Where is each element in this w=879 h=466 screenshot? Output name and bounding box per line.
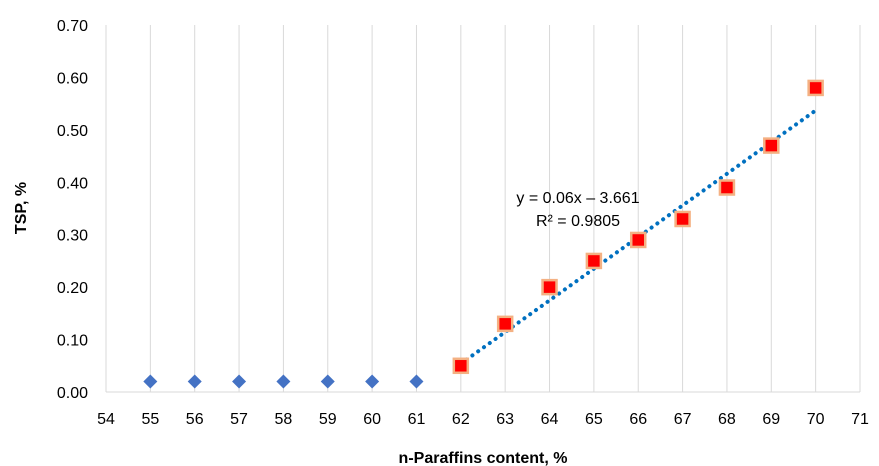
data-point-square xyxy=(718,179,736,196)
data-point-diamond xyxy=(232,374,247,389)
data-point-diamond xyxy=(143,374,158,389)
x-tick-label: 71 xyxy=(851,411,869,428)
grid-lines xyxy=(105,25,861,392)
trendline xyxy=(458,108,818,366)
x-tick-label: 68 xyxy=(718,411,736,428)
data-point-square xyxy=(807,79,824,97)
data-points xyxy=(143,79,824,389)
y-tick-label: 0.60 xyxy=(57,70,88,87)
y-tick-label: 0.10 xyxy=(57,333,88,350)
y-tick-label: 0.30 xyxy=(57,228,88,245)
y-tick-label: 0.20 xyxy=(57,280,88,297)
x-tick-label: 69 xyxy=(762,411,780,428)
x-tick-label: 56 xyxy=(186,411,204,428)
x-tick-label: 67 xyxy=(674,411,692,428)
x-tick-label: 70 xyxy=(807,411,825,428)
x-tick-label: 58 xyxy=(275,411,293,428)
x-axis-title: n-Paraffins content, % xyxy=(399,450,568,466)
data-point-square xyxy=(541,278,558,296)
x-tick-label: 60 xyxy=(363,411,381,428)
y-tick-label: 0.40 xyxy=(57,175,88,192)
x-tick-label: 65 xyxy=(585,411,603,428)
r-squared-label: R² = 0.9805 xyxy=(536,213,620,230)
y-tick-label: 0.00 xyxy=(57,385,88,402)
x-tick-labels: 54 55 56 57 58 59 60 61 62 63 64 65 66 67 68 69 70 71 xyxy=(97,411,869,428)
x-tick-label: 63 xyxy=(496,411,514,428)
data-point-square xyxy=(629,231,647,249)
data-point-square xyxy=(674,210,691,228)
y-tick-labels: 0.00 0.10 0.20 0.30 0.40 0.50 0.60 0.70 xyxy=(57,18,88,402)
y-tick-label: 0.70 xyxy=(57,18,88,35)
data-point-diamond xyxy=(365,374,380,389)
data-point-diamond xyxy=(187,374,202,389)
y-axis-title: TSP, % xyxy=(13,182,30,234)
x-tick-label: 59 xyxy=(319,411,337,428)
x-tick-label: 66 xyxy=(629,411,647,428)
data-point-diamond xyxy=(276,374,291,389)
trendline-equation: y = 0.06x – 3.661 xyxy=(516,190,639,207)
x-tick-label: 57 xyxy=(230,411,248,428)
x-tick-label: 55 xyxy=(141,411,159,428)
x-tick-label: 64 xyxy=(541,411,559,428)
data-point-square xyxy=(763,137,780,154)
x-tick-label: 62 xyxy=(452,411,470,428)
x-tick-label: 54 xyxy=(97,411,115,428)
data-point-diamond xyxy=(320,374,335,389)
data-point-square xyxy=(452,357,470,375)
data-point-square xyxy=(496,315,514,333)
data-point-diamond xyxy=(409,374,424,389)
y-tick-label: 0.50 xyxy=(57,123,88,140)
x-tick-label: 61 xyxy=(408,411,426,428)
data-point-square xyxy=(585,252,603,270)
